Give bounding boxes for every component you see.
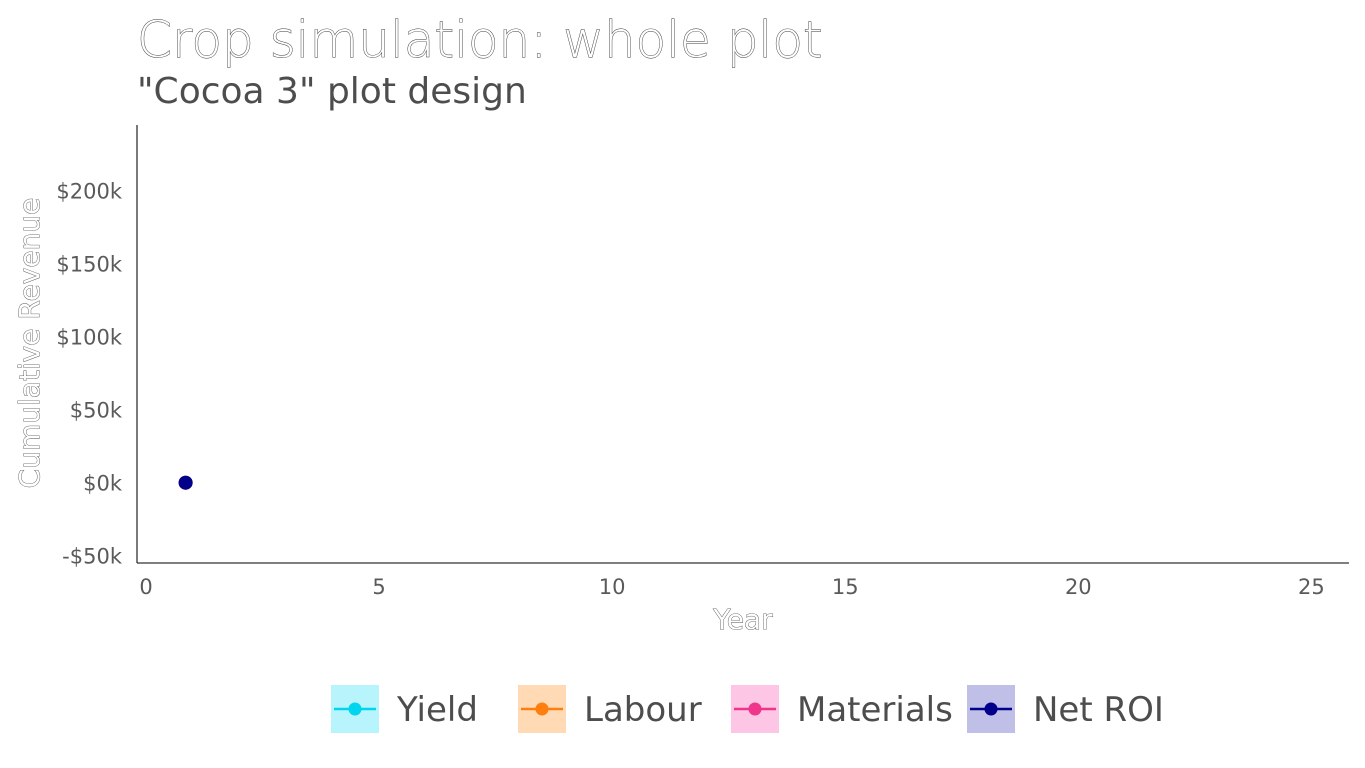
legend-key-point — [535, 702, 549, 716]
chart-subtitle: "Cocoa 3" plot design — [137, 71, 527, 112]
legend-label: Net ROI — [1033, 690, 1164, 730]
legend-label: Yield — [396, 690, 478, 730]
legend-label: Materials — [797, 690, 953, 730]
x-axis-ticks: 0 5 10 15 20 25 — [139, 575, 1324, 599]
legend-item: Net ROI — [967, 685, 1164, 733]
y-tick-label: $150k — [56, 253, 122, 277]
x-axis-title: Year — [712, 603, 773, 636]
legend-key-point — [748, 702, 762, 716]
legend-item: Materials — [731, 685, 953, 733]
x-tick-label: 10 — [599, 575, 626, 599]
x-tick-label: 0 — [139, 575, 152, 599]
y-axis-ticks: -$50k $0k $50k $100k $150k $200k — [56, 180, 122, 569]
legend-key-point — [348, 702, 362, 716]
y-tick-label: $50k — [70, 399, 123, 423]
legend-key-point — [984, 702, 998, 716]
x-tick-label: 25 — [1298, 575, 1325, 599]
legend-item: Yield — [331, 685, 478, 733]
y-tick-label: $100k — [56, 326, 122, 350]
data-point — [178, 475, 193, 490]
y-tick-label: -$50k — [62, 545, 123, 569]
legend: Yield Labour Materials Net ROI — [331, 685, 1164, 733]
x-tick-label: 20 — [1065, 575, 1092, 599]
x-tick-label: 5 — [372, 575, 385, 599]
chart-title: Crop simulation: whole plot — [137, 11, 823, 69]
y-tick-label: $0k — [83, 472, 123, 496]
plot-area — [178, 475, 193, 490]
x-tick-label: 15 — [832, 575, 859, 599]
legend-item: Labour — [518, 685, 702, 733]
y-tick-label: $200k — [56, 180, 122, 204]
legend-label: Labour — [584, 690, 702, 730]
y-axis-title: Cumulative Revenue — [13, 198, 46, 489]
